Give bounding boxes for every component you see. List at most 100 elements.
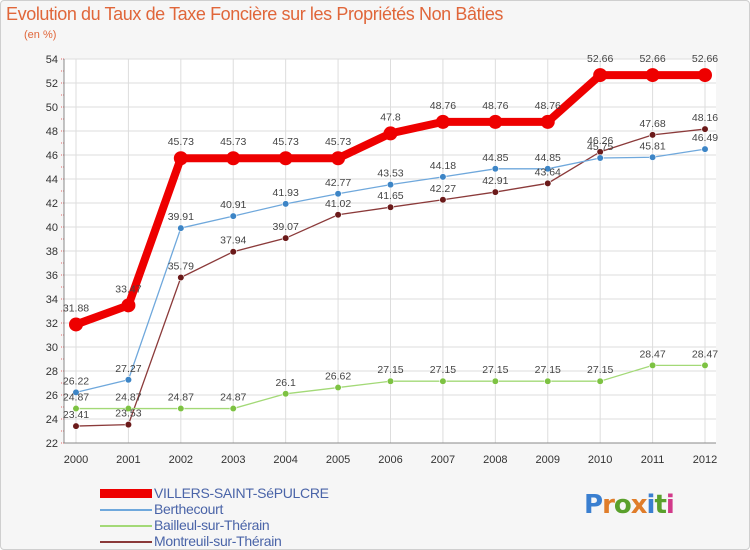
data-point — [593, 68, 608, 83]
data-point — [282, 390, 290, 398]
data-label: 27.15 — [377, 364, 403, 376]
data-label: 39.91 — [168, 211, 194, 223]
data-point — [278, 151, 293, 166]
data-label: 46.49 — [692, 132, 718, 144]
data-label: 26.22 — [63, 375, 89, 387]
legend-swatch — [100, 509, 152, 511]
data-labels: 31.88 33.47 45.73 45.73 45.73 45.73 47.8 48.76 4… — [63, 53, 718, 421]
data-label: 43.64 — [535, 166, 561, 178]
data-label: 28.47 — [692, 348, 718, 360]
data-label: 48.16 — [692, 112, 718, 124]
y-tick-label: 28 — [46, 366, 58, 378]
data-point — [439, 173, 447, 181]
data-label: 27.15 — [535, 364, 561, 376]
x-tick-label: 2004 — [273, 454, 297, 466]
y-tick-label: 50 — [46, 102, 58, 114]
data-point — [544, 179, 552, 187]
data-label: 52.66 — [587, 53, 613, 65]
legend: VILLERS-SAINT-SéPULCRE Berthecourt Bailleu… — [100, 485, 400, 549]
data-label: 28.47 — [639, 348, 665, 360]
y-tick-label: 42 — [46, 198, 58, 210]
data-label: 45.73 — [273, 136, 299, 148]
data-point — [488, 114, 503, 129]
y-tick-label: 38 — [46, 246, 58, 258]
legend-item: Bailleul-sur-Thérain — [100, 517, 400, 533]
data-point — [596, 377, 604, 385]
data-point — [439, 377, 447, 385]
data-point — [701, 125, 709, 133]
data-label: 33.47 — [115, 283, 141, 295]
data-point — [173, 151, 188, 166]
data-label: 47.8 — [380, 111, 401, 123]
legend-label: VILLERS-SAINT-SéPULCRE — [154, 485, 329, 501]
data-label: 45.73 — [168, 136, 194, 148]
x-tick-label: 2011 — [641, 454, 665, 466]
data-label: 45.75 — [587, 141, 613, 153]
data-label: 39.07 — [273, 221, 299, 233]
legend-item: Berthecourt — [100, 501, 400, 517]
y-tick-label: 52 — [46, 78, 58, 90]
x-tick-label: 2008 — [483, 454, 507, 466]
chart-title: Evolution du Taux de Taxe Foncière sur l… — [6, 4, 504, 24]
data-label: 26.62 — [325, 371, 351, 383]
data-point — [124, 421, 133, 429]
data-label: 48.76 — [535, 100, 561, 112]
y-tick-label: 22 — [46, 438, 58, 450]
y-tick-label: 54 — [46, 54, 58, 66]
data-label: 42.77 — [325, 177, 351, 189]
data-point — [701, 145, 709, 153]
data-point — [645, 68, 660, 83]
data-label: 24.87 — [63, 392, 89, 404]
data-point — [435, 114, 450, 129]
data-label: 24.87 — [220, 392, 246, 404]
y-tick-label: 48 — [46, 126, 58, 138]
x-tick-label: 2005 — [326, 454, 350, 466]
y-tick-label: 44 — [46, 174, 58, 186]
data-label: 45.81 — [639, 140, 665, 152]
y-tick-label: 32 — [46, 318, 58, 330]
data-label: 45.73 — [220, 136, 246, 148]
y-tick-label: 36 — [46, 270, 58, 282]
data-label: 48.76 — [482, 100, 508, 112]
proxiti-logo: Proxiti — [584, 490, 675, 520]
data-label: 42.27 — [430, 183, 456, 195]
x-tick-label: 2002 — [169, 454, 193, 466]
data-point — [491, 188, 499, 196]
data-point — [334, 383, 342, 392]
y-tick-label: 46 — [46, 150, 58, 162]
x-tick-label: 2010 — [588, 454, 612, 466]
data-point — [386, 377, 395, 385]
x-tick-label: 2003 — [221, 454, 245, 466]
legend-label: Montreuil-sur-Thérain — [154, 533, 282, 549]
legend-item: Montreuil-sur-Thérain — [100, 533, 400, 549]
y-tick-label: 24 — [46, 414, 58, 426]
data-point — [177, 404, 185, 413]
data-point — [439, 196, 447, 204]
data-label: 46.26 — [587, 135, 613, 147]
data-label: 26.1 — [275, 377, 296, 389]
data-label: 35.79 — [168, 261, 194, 273]
data-point — [124, 404, 133, 413]
data-point — [544, 377, 552, 385]
data-label: 41.65 — [377, 190, 403, 202]
data-label: 27.27 — [115, 363, 141, 375]
data-label: 41.02 — [325, 198, 351, 210]
data-label: 31.88 — [63, 302, 89, 314]
data-point — [72, 388, 80, 396]
x-tick-label: 2000 — [64, 454, 88, 466]
data-label: 42.91 — [482, 175, 508, 187]
data-point — [72, 422, 80, 430]
data-label: 23.53 — [115, 408, 141, 420]
x-tick-label: 2012 — [693, 454, 717, 466]
data-label: 27.15 — [587, 364, 613, 376]
logo-letter: o — [613, 490, 632, 520]
data-label: 43.53 — [377, 168, 403, 180]
y-tick-label: 26 — [46, 390, 58, 402]
data-point — [229, 248, 237, 256]
legend-swatch — [100, 489, 152, 498]
data-point — [386, 203, 395, 211]
x-tick-label: 2006 — [378, 454, 402, 466]
logo-letter: P — [584, 490, 603, 520]
data-point — [177, 273, 185, 282]
